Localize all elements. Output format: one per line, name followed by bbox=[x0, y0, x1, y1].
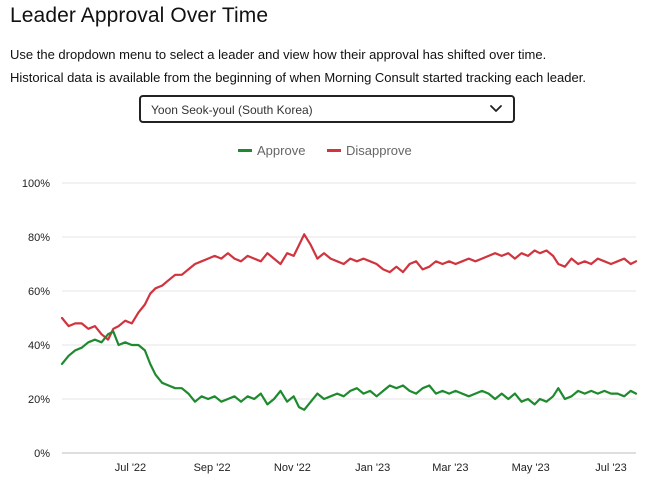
leader-dropdown-value: Yoon Seok-youl (South Korea) bbox=[151, 103, 313, 117]
y-tick-label: 60% bbox=[28, 286, 50, 298]
legend-item-approve[interactable]: Approve bbox=[238, 143, 305, 158]
y-tick-label: 100% bbox=[22, 178, 50, 190]
x-tick-label: May '23 bbox=[512, 462, 550, 474]
legend-swatch-approve bbox=[238, 149, 252, 153]
y-tick-label: 20% bbox=[28, 394, 50, 406]
legend-label-disapprove: Disapprove bbox=[346, 143, 412, 158]
y-tick-label: 0% bbox=[34, 448, 50, 460]
x-tick-label: Nov '22 bbox=[274, 462, 311, 474]
series-line-disapprove bbox=[60, 233, 638, 341]
chevron-down-icon bbox=[490, 105, 502, 112]
legend-label-approve: Approve bbox=[257, 143, 306, 158]
y-tick-label: 40% bbox=[28, 340, 50, 352]
chart-legend: Approve Disapprove bbox=[0, 143, 660, 161]
series-line-approve bbox=[60, 330, 638, 411]
x-tick-label: Jan '23 bbox=[355, 462, 390, 474]
description-line-1: Use the dropdown menu to select a leader… bbox=[10, 47, 547, 62]
y-tick-label: 80% bbox=[28, 232, 50, 244]
x-tick-label: Jul '23 bbox=[595, 462, 626, 474]
page-title: Leader Approval Over Time bbox=[10, 4, 269, 27]
x-tick-label: Jul '22 bbox=[115, 462, 146, 474]
approval-line-chart: 0% 20% 40% 60% 80% 100% Jul '22 Sep '22 Nov '22 J… bbox=[22, 178, 638, 474]
legend-item-disapprove[interactable]: Disapprove bbox=[327, 143, 412, 158]
legend-swatch-disapprove bbox=[327, 149, 341, 153]
leader-dropdown[interactable]: Yoon Seok-youl (South Korea) bbox=[139, 95, 515, 123]
x-tick-label: Mar '23 bbox=[432, 462, 468, 474]
description-line-2: Historical data is available from the be… bbox=[10, 70, 586, 85]
x-tick-label: Sep '22 bbox=[194, 462, 231, 474]
